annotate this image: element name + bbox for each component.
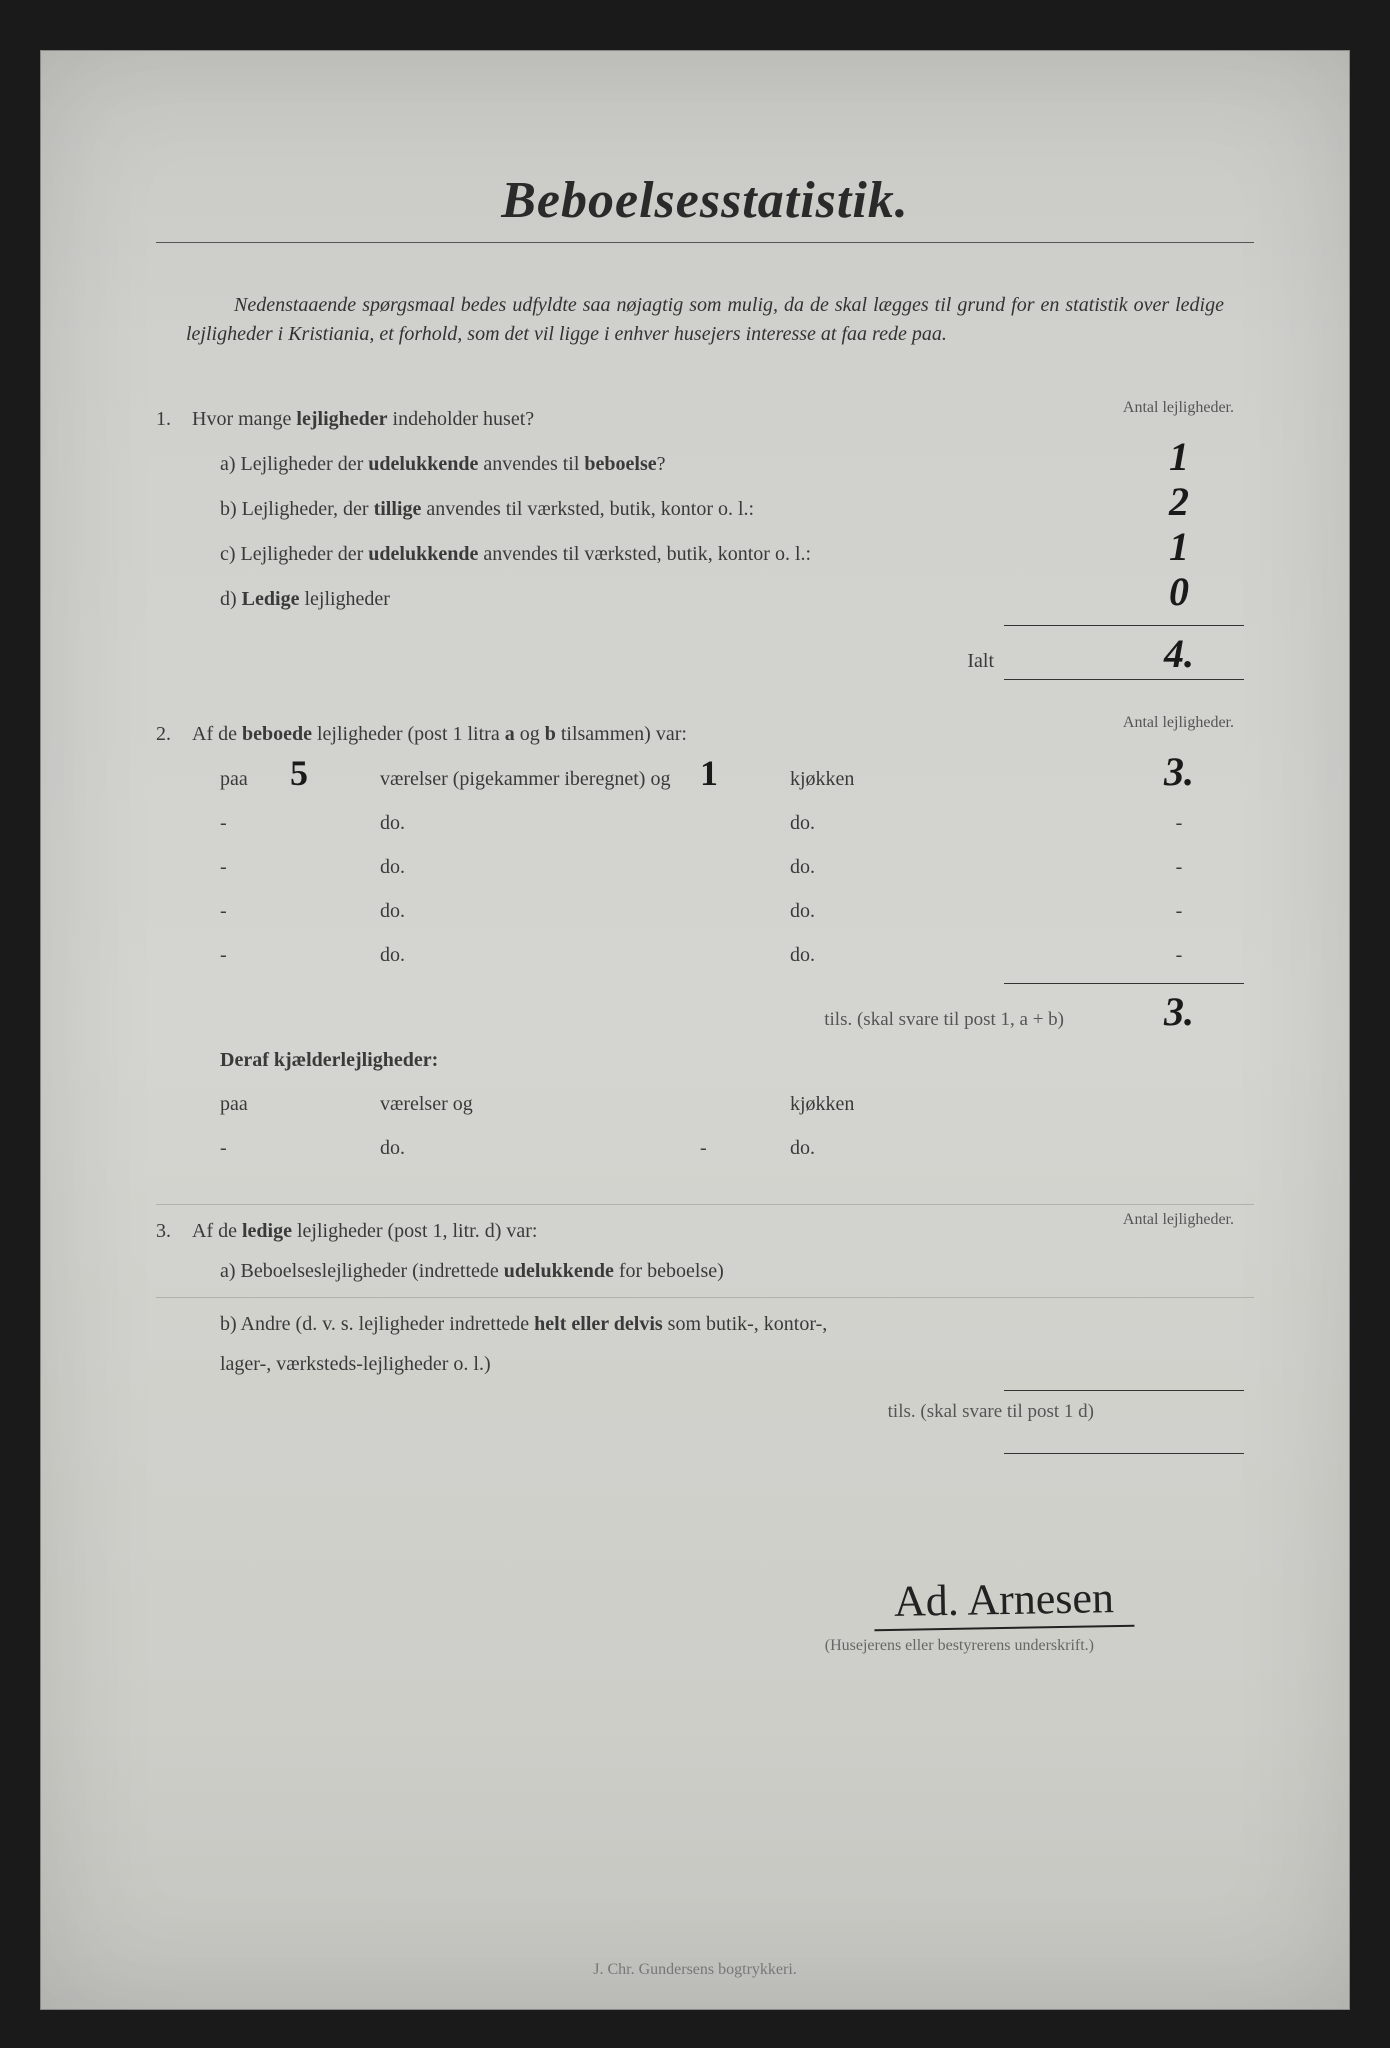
document-page: Beboelsesstatistik. Nedenstaaende spørgs… — [40, 50, 1350, 2010]
q1-ialt-value: 4. — [1104, 636, 1254, 672]
section-divider — [156, 1204, 1254, 1205]
q1-sum-rule-2 — [1004, 679, 1244, 680]
q1d-label: d) Ledige lejligheder — [220, 579, 1104, 619]
q2-do-row: -do.do.- — [220, 933, 1254, 977]
q2-row-1: paa 5 værelser (pigekammer iberegnet) og… — [220, 754, 1254, 801]
q3b-label-1: b) Andre (d. v. s. lejligheder indretted… — [220, 1304, 1104, 1344]
q1-number: 1. — [156, 399, 192, 439]
q2-text: Af de beboede lejligheder (post 1 litra … — [192, 714, 1104, 754]
q1b-value: 2 — [1104, 484, 1254, 520]
q3-tils-label: tils. (skal svare til post 1 d) — [156, 1401, 1254, 1423]
q2-tils-label: tils. (skal svare til post 1, a + b) — [824, 1009, 1064, 1031]
q3b-label-2: lager-, værksteds-lejligheder o. l.) — [220, 1344, 1104, 1384]
q1-sum-rule — [1004, 625, 1244, 626]
signature-block: Ad. Arnesen (Husejerens eller bestyreren… — [156, 1574, 1254, 1655]
q2-do-row: -do.do.- — [220, 845, 1254, 889]
q2-sum-rule — [1004, 983, 1244, 984]
q3a-label: a) Beboelseslejligheder (indrettede udel… — [220, 1251, 1104, 1291]
q2-deraf-row: -do.-do. — [220, 1126, 1254, 1170]
q2-tils-value: 3. — [1104, 994, 1254, 1030]
question-3: Antal lejligheder. 3. Af de ledige lejli… — [156, 1211, 1254, 1454]
printer-credit: J. Chr. Gundersens bogtrykkeri. — [41, 1961, 1349, 1979]
q1-ialt-label: Ialt — [967, 650, 994, 673]
q1b-label: b) Lejligheder, der tillige anvendes til… — [220, 489, 1104, 529]
q3-col-header: Antal lejligheder. — [1123, 1211, 1234, 1229]
q1c-value: 1 — [1104, 529, 1254, 565]
q3-sum-rule-2 — [1004, 1453, 1244, 1454]
q1a-value: 1 — [1104, 439, 1254, 475]
signature-scribble: Ad. Arnesen — [874, 1572, 1135, 1632]
q1a-label: a) Lejligheder der udelukkende anvendes … — [220, 444, 1104, 484]
q2-row1-kitchen: 1 — [700, 759, 790, 788]
q1-col-header: Antal lejligheder. — [1123, 399, 1234, 417]
question-1: Antal lejligheder. 1. Hvor mange lejligh… — [156, 399, 1254, 680]
title-rule — [156, 242, 1254, 243]
q2-number: 2. — [156, 714, 192, 754]
q3-text: Af de ledige lejligheder (post 1, litr. … — [192, 1211, 1104, 1251]
q1-text: Hvor mange lejligheder indeholder huset? — [192, 399, 1104, 439]
q2-do-row: -do.do.- — [220, 889, 1254, 933]
q2-row1-rooms: 5 — [290, 759, 380, 788]
q2-col-header: Antal lejligheder. — [1123, 714, 1234, 732]
q2-do-row: -do.do.- — [220, 801, 1254, 845]
q2-deraf-label: Deraf kjælderlejligheder: — [156, 1049, 1254, 1072]
q3-sum-rule — [1004, 1390, 1244, 1391]
q1d-value: 0 — [1104, 574, 1254, 610]
signature-caption: (Husejerens eller bestyrerens underskrif… — [156, 1637, 1134, 1655]
page-title: Beboelsesstatistik. — [156, 171, 1254, 230]
q2-row1-value: 3. — [1104, 754, 1254, 790]
q1c-label: c) Lejligheder der udelukkende anvendes … — [220, 534, 1104, 574]
intro-paragraph: Nedenstaaende spørgsmaal bedes udfyldte … — [186, 291, 1224, 349]
question-2: Antal lejligheder. 2. Af de beboede lejl… — [156, 714, 1254, 1170]
q3-divider — [156, 1297, 1254, 1298]
q3-number: 3. — [156, 1211, 192, 1251]
q2-deraf-row: paaværelser ogkjøkken — [220, 1082, 1254, 1126]
